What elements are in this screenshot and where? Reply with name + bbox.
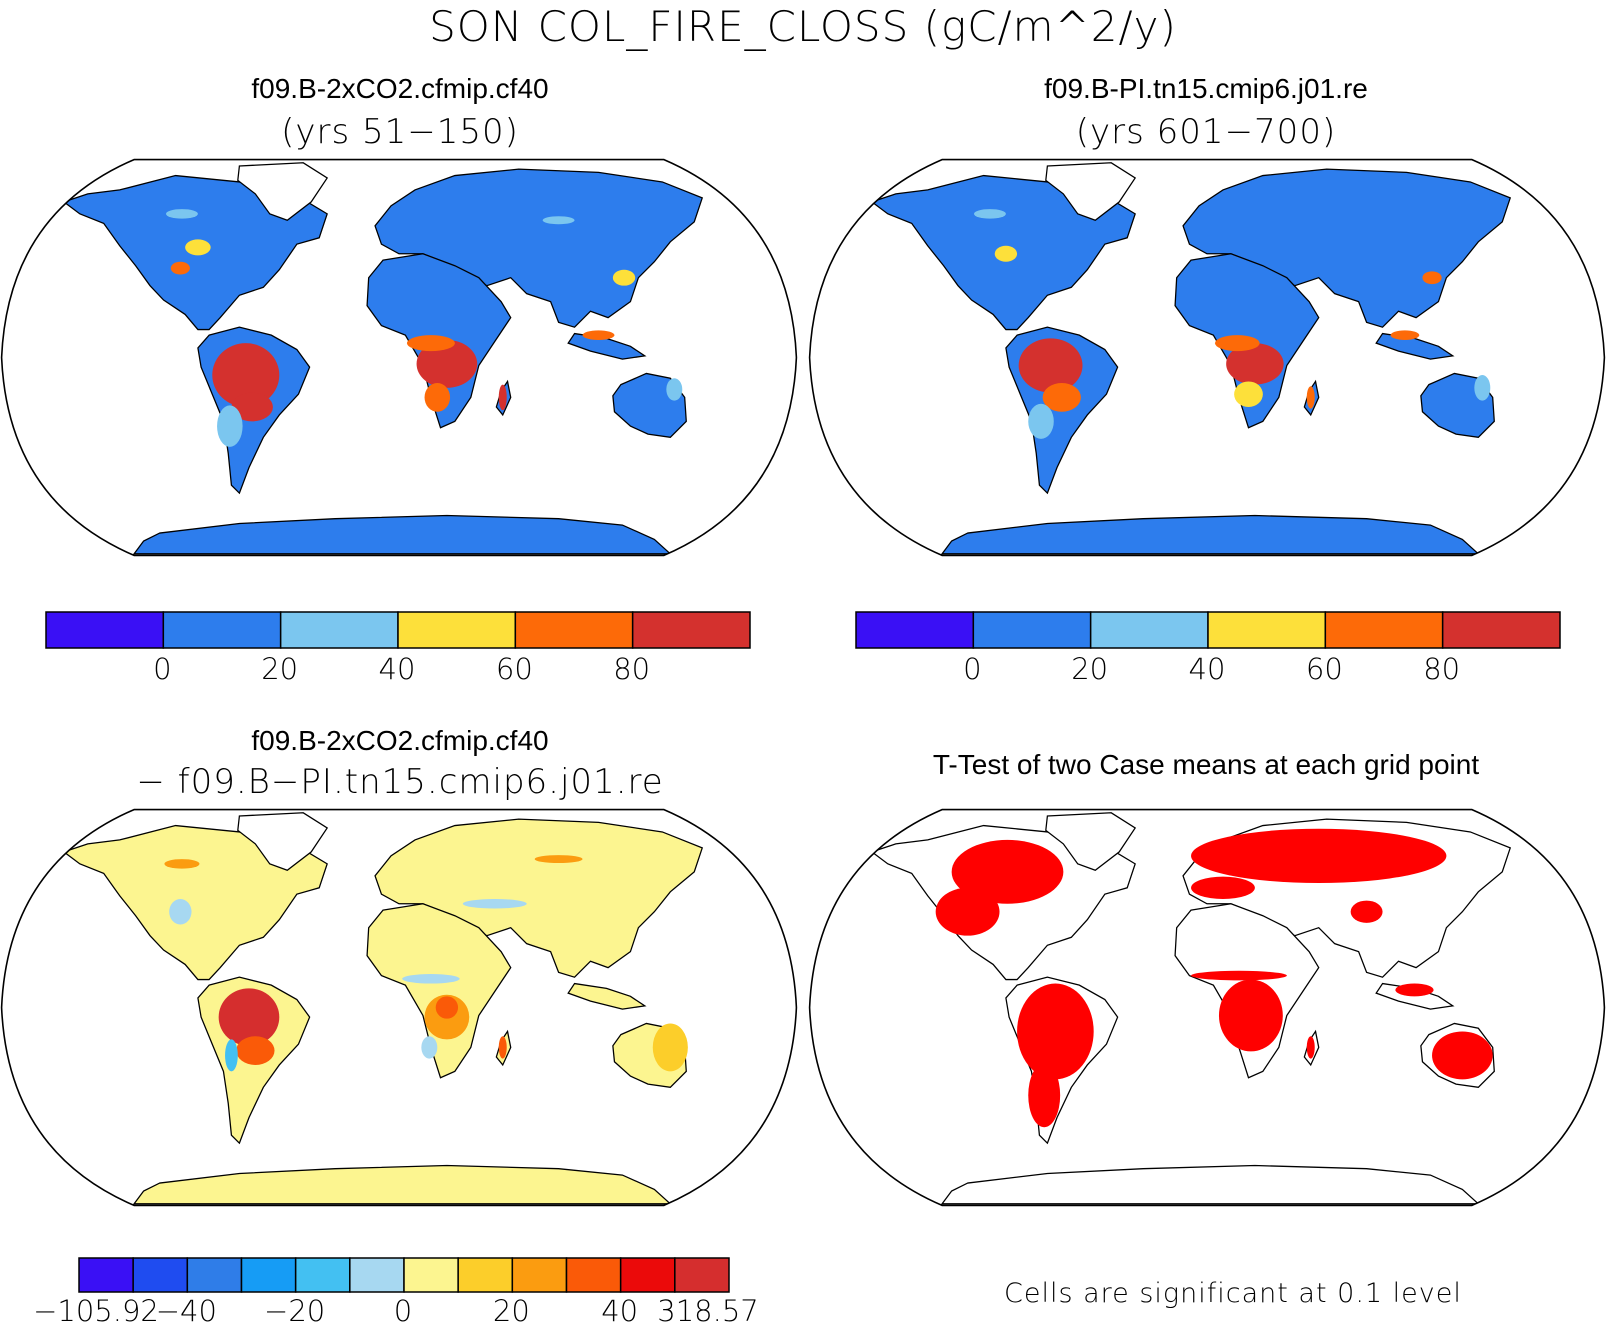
panel-case1-title: f09.B-2xCO2.cfmip.cf40	[251, 73, 549, 104]
panel-case1-subtitle: (yrs 51−150)	[281, 112, 519, 152]
colorbar-tick-label: 0	[153, 652, 172, 686]
panel-case2-subtitle: (yrs 601−700)	[1075, 112, 1337, 152]
panel-case2-title: f09.B-PI.tn15.cmip6.j01.re	[1044, 73, 1368, 104]
panel-ttest-title: T-Test of two Case means at each grid po…	[932, 749, 1480, 780]
colorbar-swatch	[240, 1257, 297, 1293]
colorbar-swatch	[279, 611, 399, 649]
colorbar-tick-label: 0	[393, 1294, 413, 1328]
figure-title: SON COL_FIRE_CLOSS (gC/m^2/y)	[429, 2, 1177, 51]
map-case2	[808, 158, 1606, 557]
colorbar-tick-label: −40	[155, 1294, 217, 1328]
colorbar-tick-label: 40	[601, 1294, 639, 1328]
colorbar-swatch	[1089, 611, 1209, 649]
panel-diff-subtitle: − f09.B−PI.tn15.cmip6.j01.re	[136, 762, 664, 802]
colorbar-swatch	[403, 1257, 459, 1293]
colorbar-swatch	[186, 1257, 243, 1293]
colorbar-tick-label: 80	[1423, 652, 1461, 686]
colorbar-swatch	[457, 1257, 514, 1293]
colorbar-swatch	[855, 611, 975, 649]
colorbar-case2	[855, 611, 1561, 649]
colorbar-swatch	[1441, 611, 1561, 649]
colorbar-swatch	[45, 611, 165, 649]
colorbar-swatch	[294, 1257, 351, 1293]
colorbar-tick-label: 318.57	[657, 1294, 759, 1328]
colorbar-tick-label: 60	[1305, 652, 1343, 686]
colorbar-swatch	[972, 611, 1092, 649]
colorbar-tick-label: −105.92	[33, 1294, 159, 1328]
colorbar-swatch	[1324, 611, 1444, 649]
significance-note: Cells are significant at 0.1 level	[1004, 1278, 1462, 1309]
colorbar-tick-label: 60	[495, 652, 533, 686]
colorbar-tick-label: 20	[492, 1294, 530, 1328]
colorbar-case1	[45, 611, 751, 649]
colorbar-swatch	[619, 1257, 676, 1293]
colorbar-tick-label: −20	[264, 1294, 326, 1328]
panel-diff-title: f09.B-2xCO2.cfmip.cf40	[251, 725, 549, 756]
colorbar-swatch	[162, 611, 282, 649]
colorbar-tick-label: 20	[1071, 652, 1109, 686]
colorbar-swatch	[349, 1257, 405, 1293]
colorbar-swatch	[514, 611, 634, 649]
colorbar-swatch	[132, 1257, 189, 1293]
colorbar-swatch	[511, 1257, 568, 1293]
colorbar-tick-label: 40	[1188, 652, 1226, 686]
colorbar-tick-label: 40	[378, 652, 416, 686]
colorbar-swatch	[1207, 611, 1327, 649]
map-ttest	[808, 808, 1606, 1207]
map-diff	[0, 808, 798, 1207]
map-case1	[0, 158, 798, 557]
colorbar-swatch	[397, 611, 517, 649]
colorbar-swatch	[78, 1257, 134, 1293]
colorbar-swatch	[565, 1257, 622, 1293]
colorbar-tick-label: 0	[963, 652, 982, 686]
colorbar-swatch	[674, 1257, 730, 1293]
colorbar-diff	[78, 1257, 730, 1293]
colorbar-tick-label: 80	[613, 652, 651, 686]
colorbar-swatch	[631, 611, 751, 649]
colorbar-tick-label: 20	[261, 652, 299, 686]
